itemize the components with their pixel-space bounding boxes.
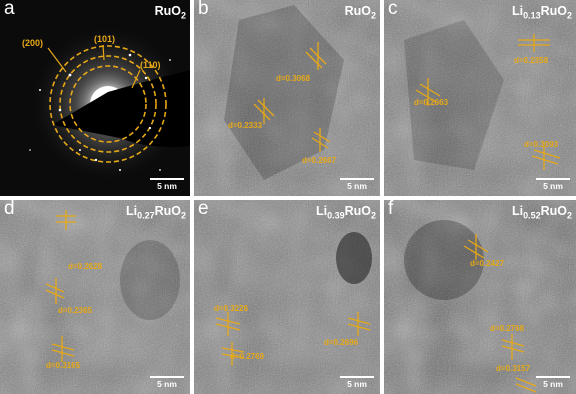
ring-label-101: (101) [94, 34, 116, 44]
panel-letter: c [388, 0, 398, 19]
d-spacing-label: d=0.3226 [214, 304, 249, 313]
diffraction-pattern [0, 0, 190, 196]
material-label: RuO2 [154, 4, 186, 21]
hrtem-image [384, 0, 576, 196]
d-spacing-label: d=0.3093 [524, 140, 559, 149]
d-spacing-label: d=0.2768 [490, 324, 525, 333]
ring-label-110: (110) [140, 60, 161, 70]
material-label: RuO2 [344, 4, 376, 21]
panel-letter: f [388, 200, 394, 219]
panel-f-hrtem: f Li0.52RuO2 d=0.2427 d=0.2768 d=0.3157 … [384, 200, 576, 394]
d-spacing-label: d=0.2667 [302, 156, 337, 165]
panel-letter: a [4, 0, 15, 19]
d-spacing-label: d=0.3157 [496, 364, 531, 373]
material-label: Li0.27RuO2 [125, 204, 186, 221]
scale-bar: 5 nm [150, 178, 184, 191]
hrtem-image [0, 200, 190, 394]
panel-b-hrtem: b RuO2 d=0.3068 d=0.2333 d=0.2667 5 nm [194, 0, 380, 196]
scale-bar: 5 nm [536, 376, 570, 389]
d-spacing-label: d=0.2663 [414, 98, 449, 107]
scale-bar: 5 nm [340, 376, 374, 389]
d-spacing-label: d=0.3165 [46, 361, 81, 370]
panel-d-hrtem: d Li0.27RuO2 d=0.2628 d=0.2365 d=0.3165 … [0, 200, 190, 394]
scale-bar: 5 nm [340, 178, 374, 191]
panel-letter: d [4, 200, 15, 219]
panel-a-diffraction: a RuO2 (200) (101) (110) 5 nm [0, 0, 190, 196]
d-spacing-label: d=0.2769 [230, 352, 265, 361]
d-spacing-label: d=0.2696 [324, 338, 359, 347]
hrtem-image [194, 200, 380, 394]
hrtem-image [194, 0, 380, 196]
scale-bar: 5 nm [150, 376, 184, 389]
panel-c-hrtem: c Li0.13RuO2 d=0.2358 d=0.2663 d=0.3093 … [384, 0, 576, 196]
hrtem-image [384, 200, 576, 394]
d-spacing-label: d=0.2333 [228, 121, 263, 130]
panel-letter: b [198, 0, 209, 19]
material-label: Li0.13RuO2 [511, 4, 572, 21]
d-spacing-label: d=0.3068 [276, 74, 311, 83]
panel-letter: e [198, 200, 209, 219]
material-label: Li0.39RuO2 [315, 204, 376, 221]
material-label: Li0.52RuO2 [511, 204, 572, 221]
ring-label-200: (200) [22, 38, 44, 48]
d-spacing-label: d=0.2365 [58, 306, 93, 315]
d-spacing-label: d=0.2427 [470, 259, 505, 268]
scale-bar: 5 nm [536, 178, 570, 191]
panel-e-hrtem: e Li0.39RuO2 d=0.3226 d=0.2769 d=0.2696 … [194, 200, 380, 394]
d-spacing-label: d=0.2358 [514, 56, 549, 65]
d-spacing-label: d=0.2628 [68, 262, 103, 271]
